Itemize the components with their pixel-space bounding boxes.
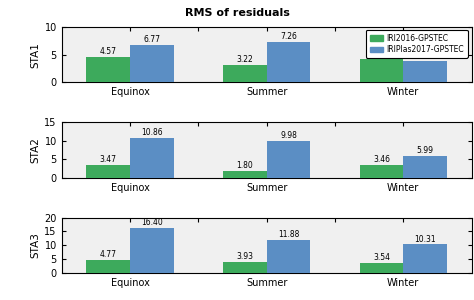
Bar <box>403 244 447 273</box>
Bar <box>223 262 266 273</box>
Bar <box>86 57 130 82</box>
Bar <box>130 45 173 82</box>
Text: 9.98: 9.98 <box>280 131 297 140</box>
Text: 1.80: 1.80 <box>237 161 253 170</box>
Y-axis label: STA2: STA2 <box>30 137 40 163</box>
Text: 10.31: 10.31 <box>414 235 436 244</box>
Text: 3.93: 3.93 <box>236 252 253 261</box>
Text: 3.22: 3.22 <box>237 55 253 64</box>
Text: 5.99: 5.99 <box>417 146 434 155</box>
Text: 4.25: 4.25 <box>373 49 390 58</box>
Bar <box>86 260 130 273</box>
Bar <box>360 263 403 273</box>
Bar <box>403 61 447 82</box>
Bar <box>223 64 266 82</box>
Text: 10.86: 10.86 <box>141 128 163 137</box>
Bar <box>360 59 403 82</box>
Bar <box>266 42 310 82</box>
Legend: IRI2016-GPSTEC, IRIPlas2017-GPSTEC: IRI2016-GPSTEC, IRIPlas2017-GPSTEC <box>366 30 468 58</box>
Text: 3.46: 3.46 <box>373 155 390 164</box>
Text: 16.40: 16.40 <box>141 218 163 227</box>
Text: RMS of residuals: RMS of residuals <box>184 8 290 17</box>
Text: 4.57: 4.57 <box>100 47 117 56</box>
Text: 4.77: 4.77 <box>100 250 117 259</box>
Text: 6.77: 6.77 <box>143 35 160 44</box>
Y-axis label: STA3: STA3 <box>30 232 40 258</box>
Text: 7.26: 7.26 <box>280 32 297 41</box>
Y-axis label: STA1: STA1 <box>30 42 40 68</box>
Text: 3.54: 3.54 <box>373 254 390 262</box>
Text: 3.82: 3.82 <box>417 51 434 60</box>
Bar <box>130 138 173 178</box>
Bar <box>266 240 310 273</box>
Bar <box>130 228 173 273</box>
Bar <box>223 171 266 178</box>
Text: 3.47: 3.47 <box>100 155 117 164</box>
Text: 11.88: 11.88 <box>278 230 299 239</box>
Bar <box>86 165 130 178</box>
Bar <box>360 165 403 178</box>
Bar <box>266 141 310 178</box>
Bar <box>403 156 447 178</box>
